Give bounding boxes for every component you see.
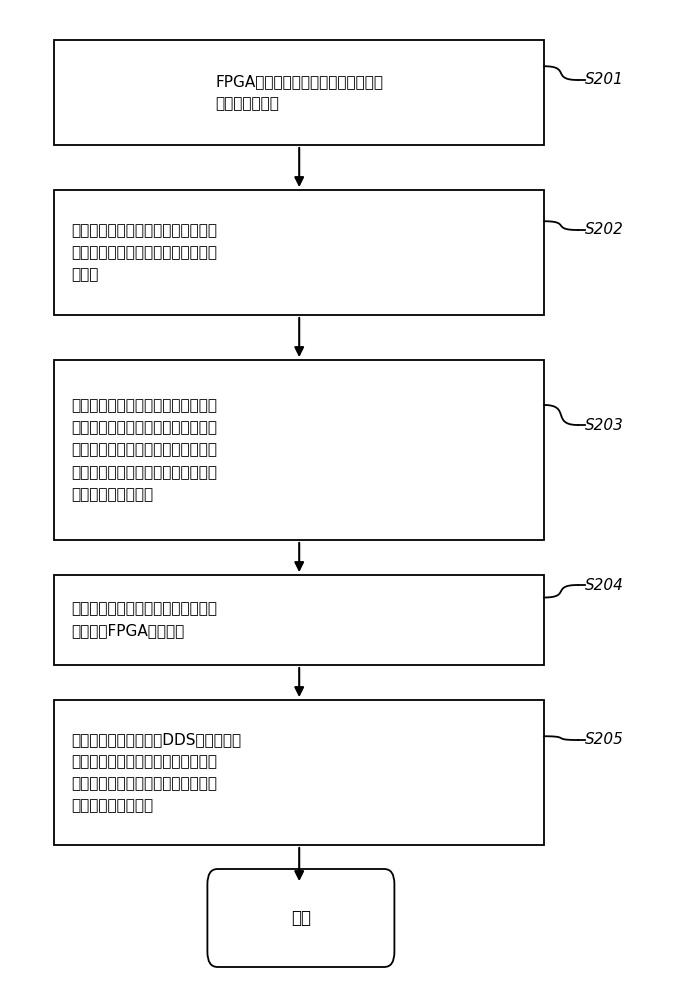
- Text: 结束: 结束: [291, 909, 311, 927]
- Text: 射频前端模块线性调频信号上变频至
射频频段，并通过射频线缆环回至所
述射频前端模块的接收通道，接收通
道将射频频段的信号下变频至中频后
，发送至模数转换器: 射频前端模块线性调频信号上变频至 射频频段，并通过射频线缆环回至所 述射频前端模…: [71, 398, 218, 502]
- FancyBboxPatch shape: [207, 869, 394, 967]
- Text: S201: S201: [585, 73, 624, 88]
- Text: 模数转换器将采集到的环回信号的数
据传输至FPGA主控模块: 模数转换器将采集到的环回信号的数 据传输至FPGA主控模块: [71, 601, 218, 639]
- Text: 数据分析模块接收环回DDS数据，先运
行雷达系统的数字下变频算法，然后
运行脉冲压缩系数优化方法，计算出
最优的脉冲压缩系数: 数据分析模块接收环回DDS数据，先运 行雷达系统的数字下变频算法，然后 运行脉冲…: [71, 732, 241, 813]
- Text: S202: S202: [585, 223, 624, 237]
- FancyBboxPatch shape: [54, 575, 544, 665]
- Text: FPGA主控模块计算出配置参数并输入
直接频率合成器: FPGA主控模块计算出配置参数并输入 直接频率合成器: [215, 74, 384, 111]
- Text: S203: S203: [585, 418, 624, 432]
- FancyBboxPatch shape: [54, 40, 544, 145]
- FancyBboxPatch shape: [54, 360, 544, 540]
- Text: S205: S205: [585, 732, 624, 748]
- FancyBboxPatch shape: [54, 700, 544, 845]
- FancyBboxPatch shape: [54, 190, 544, 315]
- Text: S204: S204: [585, 578, 624, 592]
- Text: 直接频率合成器产生雷达系统要求的
线性调频信号，并将其发送至射频前
端模块: 直接频率合成器产生雷达系统要求的 线性调频信号，并将其发送至射频前 端模块: [71, 223, 218, 282]
